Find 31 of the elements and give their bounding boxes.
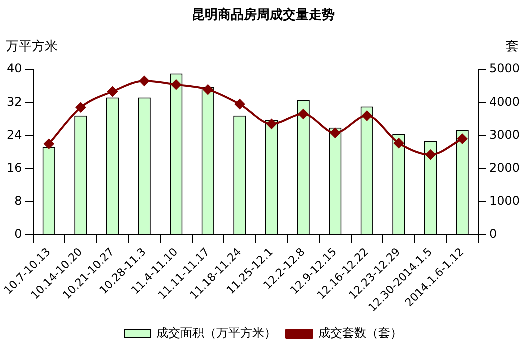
point [44, 139, 54, 150]
y-tick-label: 40 [6, 62, 22, 76]
point [108, 86, 118, 97]
point [140, 76, 150, 86]
y-tick-label: 32 [6, 94, 22, 109]
legend-label: 成交套数（套） [318, 326, 402, 340]
y2-tick-label: 5000 [489, 62, 520, 76]
y2-tick-label: 1000 [489, 194, 520, 208]
point [458, 134, 468, 144]
point [426, 150, 436, 160]
point [76, 102, 86, 113]
y-tick-label: 0 [14, 227, 22, 242]
y2-tick-label: 3000 [489, 128, 520, 142]
y-tick-label: 16 [6, 160, 22, 175]
y-tick-label: 8 [14, 194, 22, 208]
point [234, 99, 245, 110]
y2-tick-label: 2000 [489, 160, 520, 175]
y2-tick-label: 0 [489, 227, 498, 242]
legend-label: 成交面积（万平方米） [156, 326, 276, 340]
point [394, 138, 404, 148]
y-axis-title: 万平方米 [6, 38, 58, 54]
chart-title: 昆明商品房周成交量走势 [192, 7, 335, 24]
point [266, 119, 277, 130]
point [362, 110, 372, 121]
y-tick-label: 24 [6, 128, 22, 142]
point [330, 128, 340, 138]
point [171, 80, 182, 90]
y2-tick-label: 4000 [489, 94, 520, 109]
point [203, 84, 214, 95]
y2-axis-title: 套 [506, 39, 519, 54]
point [298, 109, 309, 120]
